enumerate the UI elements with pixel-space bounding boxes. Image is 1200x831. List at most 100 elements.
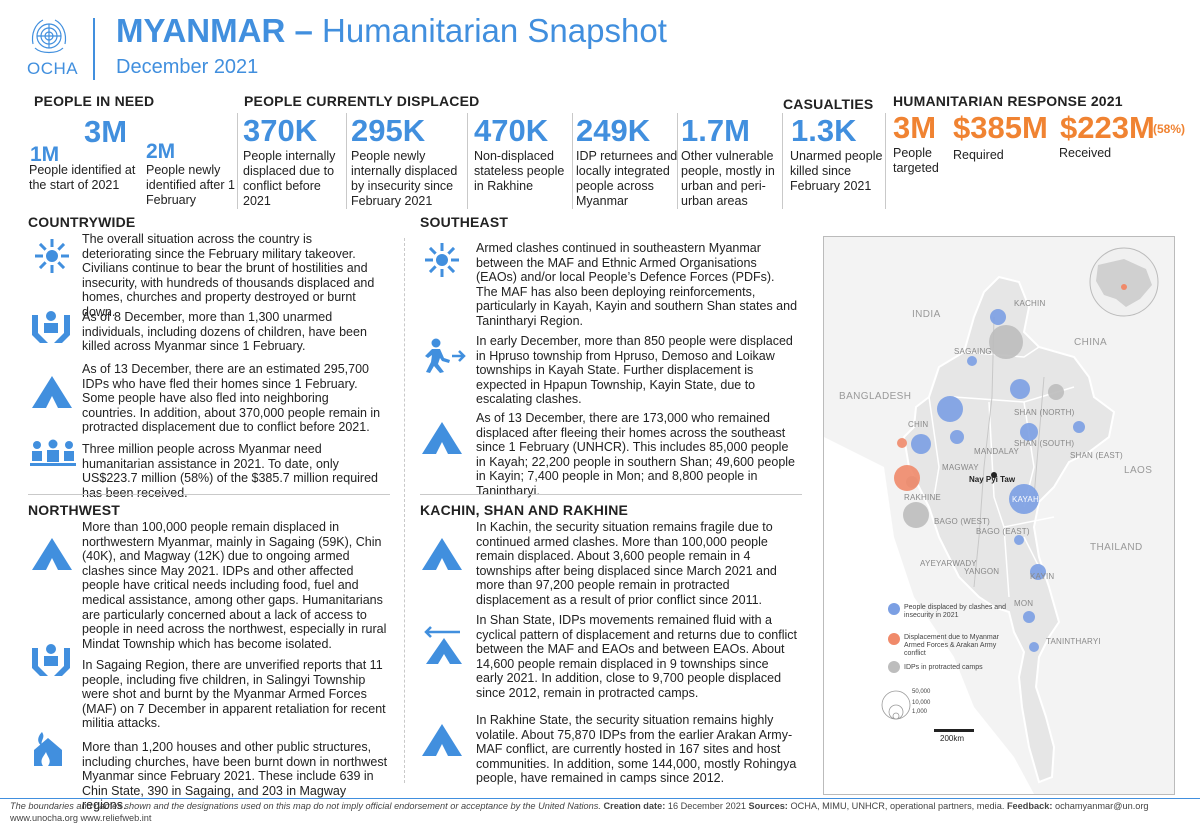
map-label-bangladesh: BANGLADESH [839, 391, 912, 402]
stats-divider [346, 113, 347, 209]
displaced-5-value: 1.7M [681, 113, 750, 148]
countrywide-para-4: Three million people across Myanmar need… [82, 442, 378, 500]
map-label-chin: CHIN [908, 420, 929, 429]
pin-b-label: People newly identified after 1 February [146, 163, 235, 207]
displaced-1-value: 370K [243, 113, 318, 148]
map-label-china: CHINA [1074, 337, 1108, 348]
footer-sources-value: OCHA, MIMU, UNHCR, operational partners,… [790, 801, 1005, 811]
legend-orange-label: Displacement due to Myanmar Armed Forces… [904, 634, 999, 657]
stats-divider [467, 113, 468, 209]
people-displaced-title: PEOPLE CURRENTLY DISPLACED [244, 93, 480, 109]
column-divider [404, 238, 405, 783]
map-label-shan-north: SHAN (NORTH) [1014, 408, 1075, 417]
pin-total-value: 3M [84, 114, 128, 149]
northwest-para-1: More than 100,000 people remain displace… [82, 520, 387, 651]
footer-urls[interactable]: www.unocha.org www.reliefweb.int [10, 813, 152, 823]
protection-hands-icon [32, 311, 70, 343]
map-label-yangon: YANGON [964, 567, 1000, 576]
un-emblem-icon [31, 19, 67, 54]
map-label-sagaing: SAGAING [954, 347, 992, 356]
map-label-shan-east: SHAN (EAST) [1070, 451, 1123, 460]
capital-marker [991, 472, 997, 478]
map-panel: INDIA CHINA BANGLADESH LAOS THAILAND KAC… [823, 236, 1175, 795]
casualties-title: CASUALTIES [783, 96, 874, 112]
humanitarian-response-title: HUMANITARIAN RESPONSE 2021 [893, 93, 1123, 109]
bubble-shan-north [1010, 379, 1030, 399]
footer-text: The boundaries and names shown and the d… [10, 801, 1190, 812]
northwest-title: NORTHWEST [28, 502, 121, 518]
map-label-mandalay: MANDALAY [974, 447, 1020, 456]
map-label-ayeyarwady: AYEYARWADY [920, 559, 977, 568]
map-label-capital: Nay Pyi Taw [969, 475, 1016, 484]
scale-bar [934, 729, 974, 732]
map-label-india: INDIA [912, 309, 941, 320]
legend-gray-symbol [888, 661, 900, 673]
countrywide-title: COUNTRYWIDE [28, 214, 136, 230]
response-targeted-value: 3M [893, 110, 937, 145]
footer-sources-label: Sources: [748, 801, 788, 811]
legend-size-1000: 1,000 [912, 709, 928, 715]
displacement-tent-icon [32, 538, 72, 570]
pin-a-value: 1M [30, 143, 60, 166]
section-divider [28, 494, 390, 495]
bubble-kachin [990, 309, 1006, 325]
stats-divider [237, 113, 238, 209]
map-label-bago-west: BAGO (WEST) [934, 517, 990, 526]
map-label-magway: MAGWAY [942, 463, 979, 472]
southeast-title: SOUTHEAST [420, 214, 509, 230]
bubbles-orange [894, 438, 920, 491]
map-label-laos: LAOS [1124, 465, 1153, 476]
stats-divider [782, 113, 783, 209]
footer-disclaimer: The boundaries and names shown and the d… [10, 801, 601, 811]
ksr-para-3: In Rakhine State, the security situation… [476, 713, 797, 786]
footer-divider [0, 798, 1200, 799]
conflict-burst-icon [35, 239, 69, 273]
response-received-value: $223M [1060, 110, 1155, 145]
bubble-sagaing-2 [937, 396, 963, 422]
displacement-tent-icon [422, 422, 462, 454]
people-in-need-icon [30, 439, 76, 466]
response-targeted-label: People targeted [893, 146, 939, 175]
displacement-tent-icon [422, 724, 462, 756]
countrywide-para-2: As of 8 December, more than 1,300 unarme… [82, 310, 367, 354]
sea [824, 437, 1034, 794]
legend-orange-symbol [888, 633, 900, 645]
footer-creation-value: 16 December 2021 [667, 801, 746, 811]
stats-divider [677, 113, 678, 209]
displaced-2-value: 295K [351, 113, 426, 148]
map-label-kayin: KAYIN [1030, 572, 1055, 581]
southeast-para-1: Armed clashes continued in southeastern … [476, 241, 798, 328]
displacement-tent-icon [422, 538, 462, 570]
casualties-value: 1.3K [791, 113, 857, 148]
casualties-label: Unarmed people killed since February 202… [790, 149, 883, 193]
northwest-para-2: In Sagaing Region, there are unverified … [82, 658, 386, 731]
bubble-mon [1023, 611, 1035, 623]
bubble-shan-south [1020, 423, 1038, 441]
bubble-kayah [1009, 484, 1039, 514]
scale-bar-label: 200km [940, 734, 965, 743]
countrywide-para-3: As of 13 December, there are an estimate… [82, 362, 381, 435]
bubble-kayin [1030, 564, 1046, 580]
ocha-logo-text: OCHA [27, 59, 79, 78]
fire-house-icon [34, 732, 62, 766]
displaced-2-label: People newly internally displaced by ins… [351, 149, 458, 208]
myanmar-map [824, 237, 1174, 794]
southeast-para-3: As of 13 December, there are 173,000 who… [476, 411, 796, 498]
bubble-shan-camps [1048, 384, 1064, 400]
response-received-pct: (58%) [1153, 122, 1186, 136]
bubble-chin-aa [897, 438, 907, 448]
footer-feedback-value[interactable]: ochamyanmar@un.org [1054, 801, 1149, 811]
map-label-mon: MON [1014, 599, 1034, 608]
page-title-country: MYANMAR – [116, 12, 313, 49]
bubbles-blue [911, 309, 1085, 652]
people-in-need-title: PEOPLE IN NEED [34, 93, 155, 109]
bubble-sagaing-1 [967, 356, 977, 366]
map-label-rakhine: RAKHINE [904, 493, 941, 502]
bubble-rakhine-camps [903, 502, 929, 528]
legend-size-10000: 10,000 [912, 700, 931, 706]
pin-b-value: 2M [146, 140, 176, 163]
legend-size-circles [881, 690, 911, 720]
northwest-para-3: More than 1,200 houses and other public … [82, 740, 388, 813]
pin-a-label: People identified at the start of 2021 [29, 163, 136, 192]
inset-location [1121, 284, 1127, 290]
